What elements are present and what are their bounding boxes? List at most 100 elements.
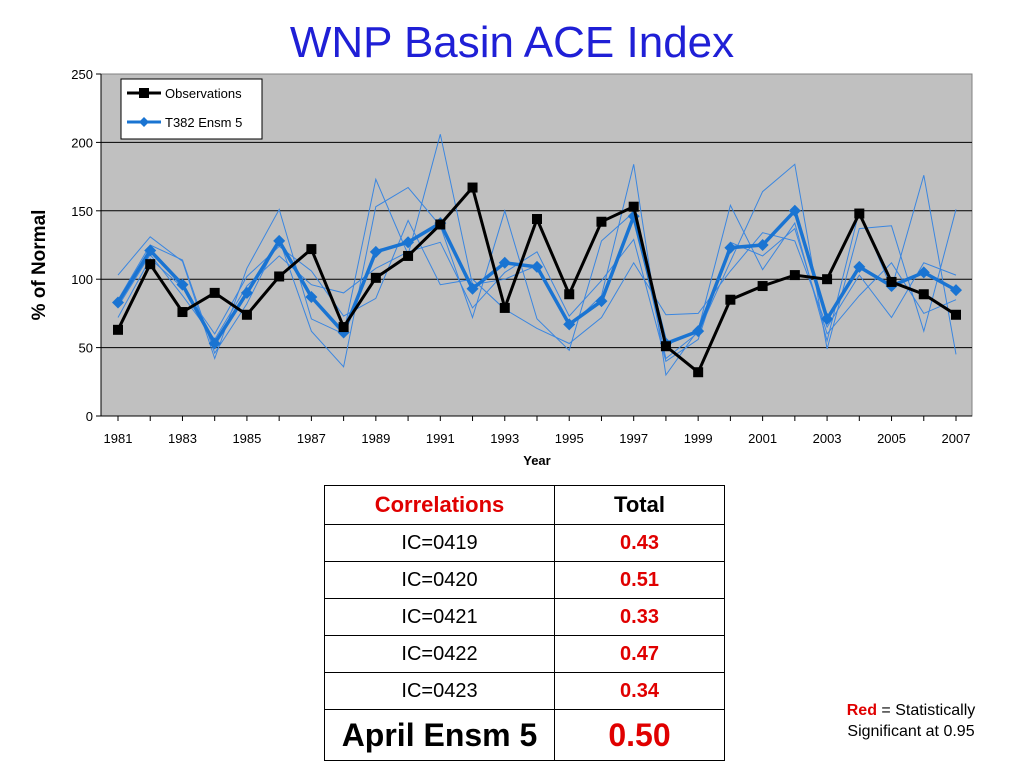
ensemble-mean-point	[692, 325, 705, 338]
observations-point	[564, 289, 575, 300]
ensemble-mean-point	[724, 241, 737, 254]
observations-point	[757, 281, 768, 292]
note-text-line1: = Statistically	[876, 702, 976, 719]
observations-point	[822, 274, 833, 285]
observations-point	[854, 208, 865, 219]
summary-label: April Ensm 5	[324, 709, 555, 761]
ensemble-mean-point	[144, 244, 157, 257]
y-tick-label: 100	[71, 272, 93, 287]
table-header-row: Correlations Total	[324, 485, 725, 525]
observations-point	[145, 259, 156, 270]
x-tick-label: 1991	[426, 431, 455, 446]
x-tick-label: 1981	[104, 431, 133, 446]
legend-observations-label: Observations	[165, 86, 242, 101]
ensemble-mean-point	[498, 256, 511, 269]
ensemble-mean-point	[208, 337, 221, 350]
observations-point	[306, 244, 317, 255]
x-tick-label: 1993	[490, 431, 519, 446]
ensemble-mean-point	[240, 286, 253, 299]
table-row: IC=0419 0.43	[324, 524, 725, 562]
table-row: IC=0422 0.47	[324, 635, 725, 673]
observations-point	[660, 341, 671, 352]
observations-point	[435, 219, 446, 230]
x-tick-label: 1983	[168, 431, 197, 446]
y-axis-label-text: % of Normal	[29, 209, 50, 321]
x-tick-label: 1995	[555, 431, 584, 446]
ensemble-mean-point	[788, 204, 801, 217]
note-red-word: Red	[846, 702, 877, 719]
ensemble-mean-point	[950, 284, 962, 297]
observations-point	[338, 322, 349, 333]
observations-point	[370, 272, 381, 283]
axes: 0 50 100 150 200 250 1981 1983 1985 1987 1989 1991 1…	[71, 67, 972, 468]
observations-point	[467, 182, 478, 193]
y-axis-label: % of Normal	[20, 210, 60, 321]
row-label: IC=0423	[324, 672, 555, 710]
ensemble-mean-point	[531, 260, 543, 273]
x-tick-label: 2003	[813, 431, 842, 446]
observations-point	[693, 367, 704, 378]
x-tick-label: 1989	[361, 431, 390, 446]
row-value: 0.34	[554, 672, 725, 710]
ensemble-mean-point	[563, 318, 576, 331]
x-axis-label: Year	[523, 453, 550, 468]
header-total: Total	[554, 485, 725, 525]
observations-point	[951, 309, 961, 320]
legend: Observations T382 Ensm 5	[120, 78, 263, 140]
legend-observations-marker	[139, 88, 149, 98]
observations-point	[918, 289, 929, 300]
x-tick-label: 2005	[877, 431, 906, 446]
ensemble-mean-point	[305, 290, 318, 303]
y-tick-label: 50	[79, 341, 93, 356]
ensemble-mean-point	[853, 260, 866, 273]
ensemble-mean-point	[821, 312, 834, 325]
y-tick-label: 150	[71, 204, 93, 219]
observations-point	[209, 287, 220, 298]
series-layer	[112, 134, 962, 378]
row-value: 0.43	[554, 524, 725, 562]
observations-point	[113, 324, 123, 335]
observations-point	[725, 294, 736, 305]
x-tick-label: 1999	[684, 431, 713, 446]
header-correlations: Correlations	[324, 485, 555, 525]
observations-point	[177, 307, 188, 318]
observations-point	[499, 302, 510, 313]
ensemble-mean-point	[176, 278, 189, 291]
x-tick-label: 1987	[297, 431, 326, 446]
row-label: IC=0422	[324, 635, 555, 673]
observations-point	[789, 270, 800, 281]
observations-point	[596, 216, 607, 227]
observations-point	[532, 214, 542, 225]
row-label: IC=0421	[324, 598, 555, 636]
observations-point	[274, 271, 285, 282]
page-title: WNP Basin ACE Index	[289, 18, 735, 67]
table-row: IC=0423 0.34	[324, 672, 725, 710]
observations-point	[241, 309, 252, 320]
x-tick-label: 1985	[232, 431, 261, 446]
ensemble-mean-point	[402, 236, 415, 249]
summary-value: 0.50	[554, 709, 725, 761]
correlation-table: Correlations Total IC=0419 0.43 IC=0420 …	[324, 485, 725, 761]
x-tick-label: 1997	[619, 431, 648, 446]
significance-note: Red = Statistically Significant at 0.95	[826, 700, 996, 742]
ensemble-mean-point	[369, 245, 382, 258]
observations-point	[403, 250, 414, 261]
row-label: IC=0419	[324, 524, 555, 562]
row-value: 0.33	[554, 598, 725, 636]
table-summary-row: April Ensm 5 0.50	[324, 709, 725, 761]
y-tick-label: 250	[71, 67, 93, 82]
row-label: IC=0420	[324, 561, 555, 599]
ensemble-mean-point	[756, 239, 769, 251]
observations-point	[628, 201, 639, 212]
y-tick-label: 200	[71, 135, 93, 150]
ensemble-mean-point	[466, 282, 479, 295]
ensemble-mean-point	[112, 296, 124, 309]
x-tick-label: 2007	[942, 431, 971, 446]
table-row: IC=0420 0.51	[324, 561, 725, 599]
ensemble-mean-point	[595, 295, 608, 308]
ensemble-mean-point	[273, 234, 286, 247]
ace-line-chart: 0 50 100 150 200 250 1981 1983 1985 1987 1989 1991 1…	[71, 67, 973, 468]
ensemble-mean-point	[917, 266, 930, 279]
table-row: IC=0421 0.33	[324, 598, 725, 636]
y-tick-label: 0	[86, 409, 93, 424]
